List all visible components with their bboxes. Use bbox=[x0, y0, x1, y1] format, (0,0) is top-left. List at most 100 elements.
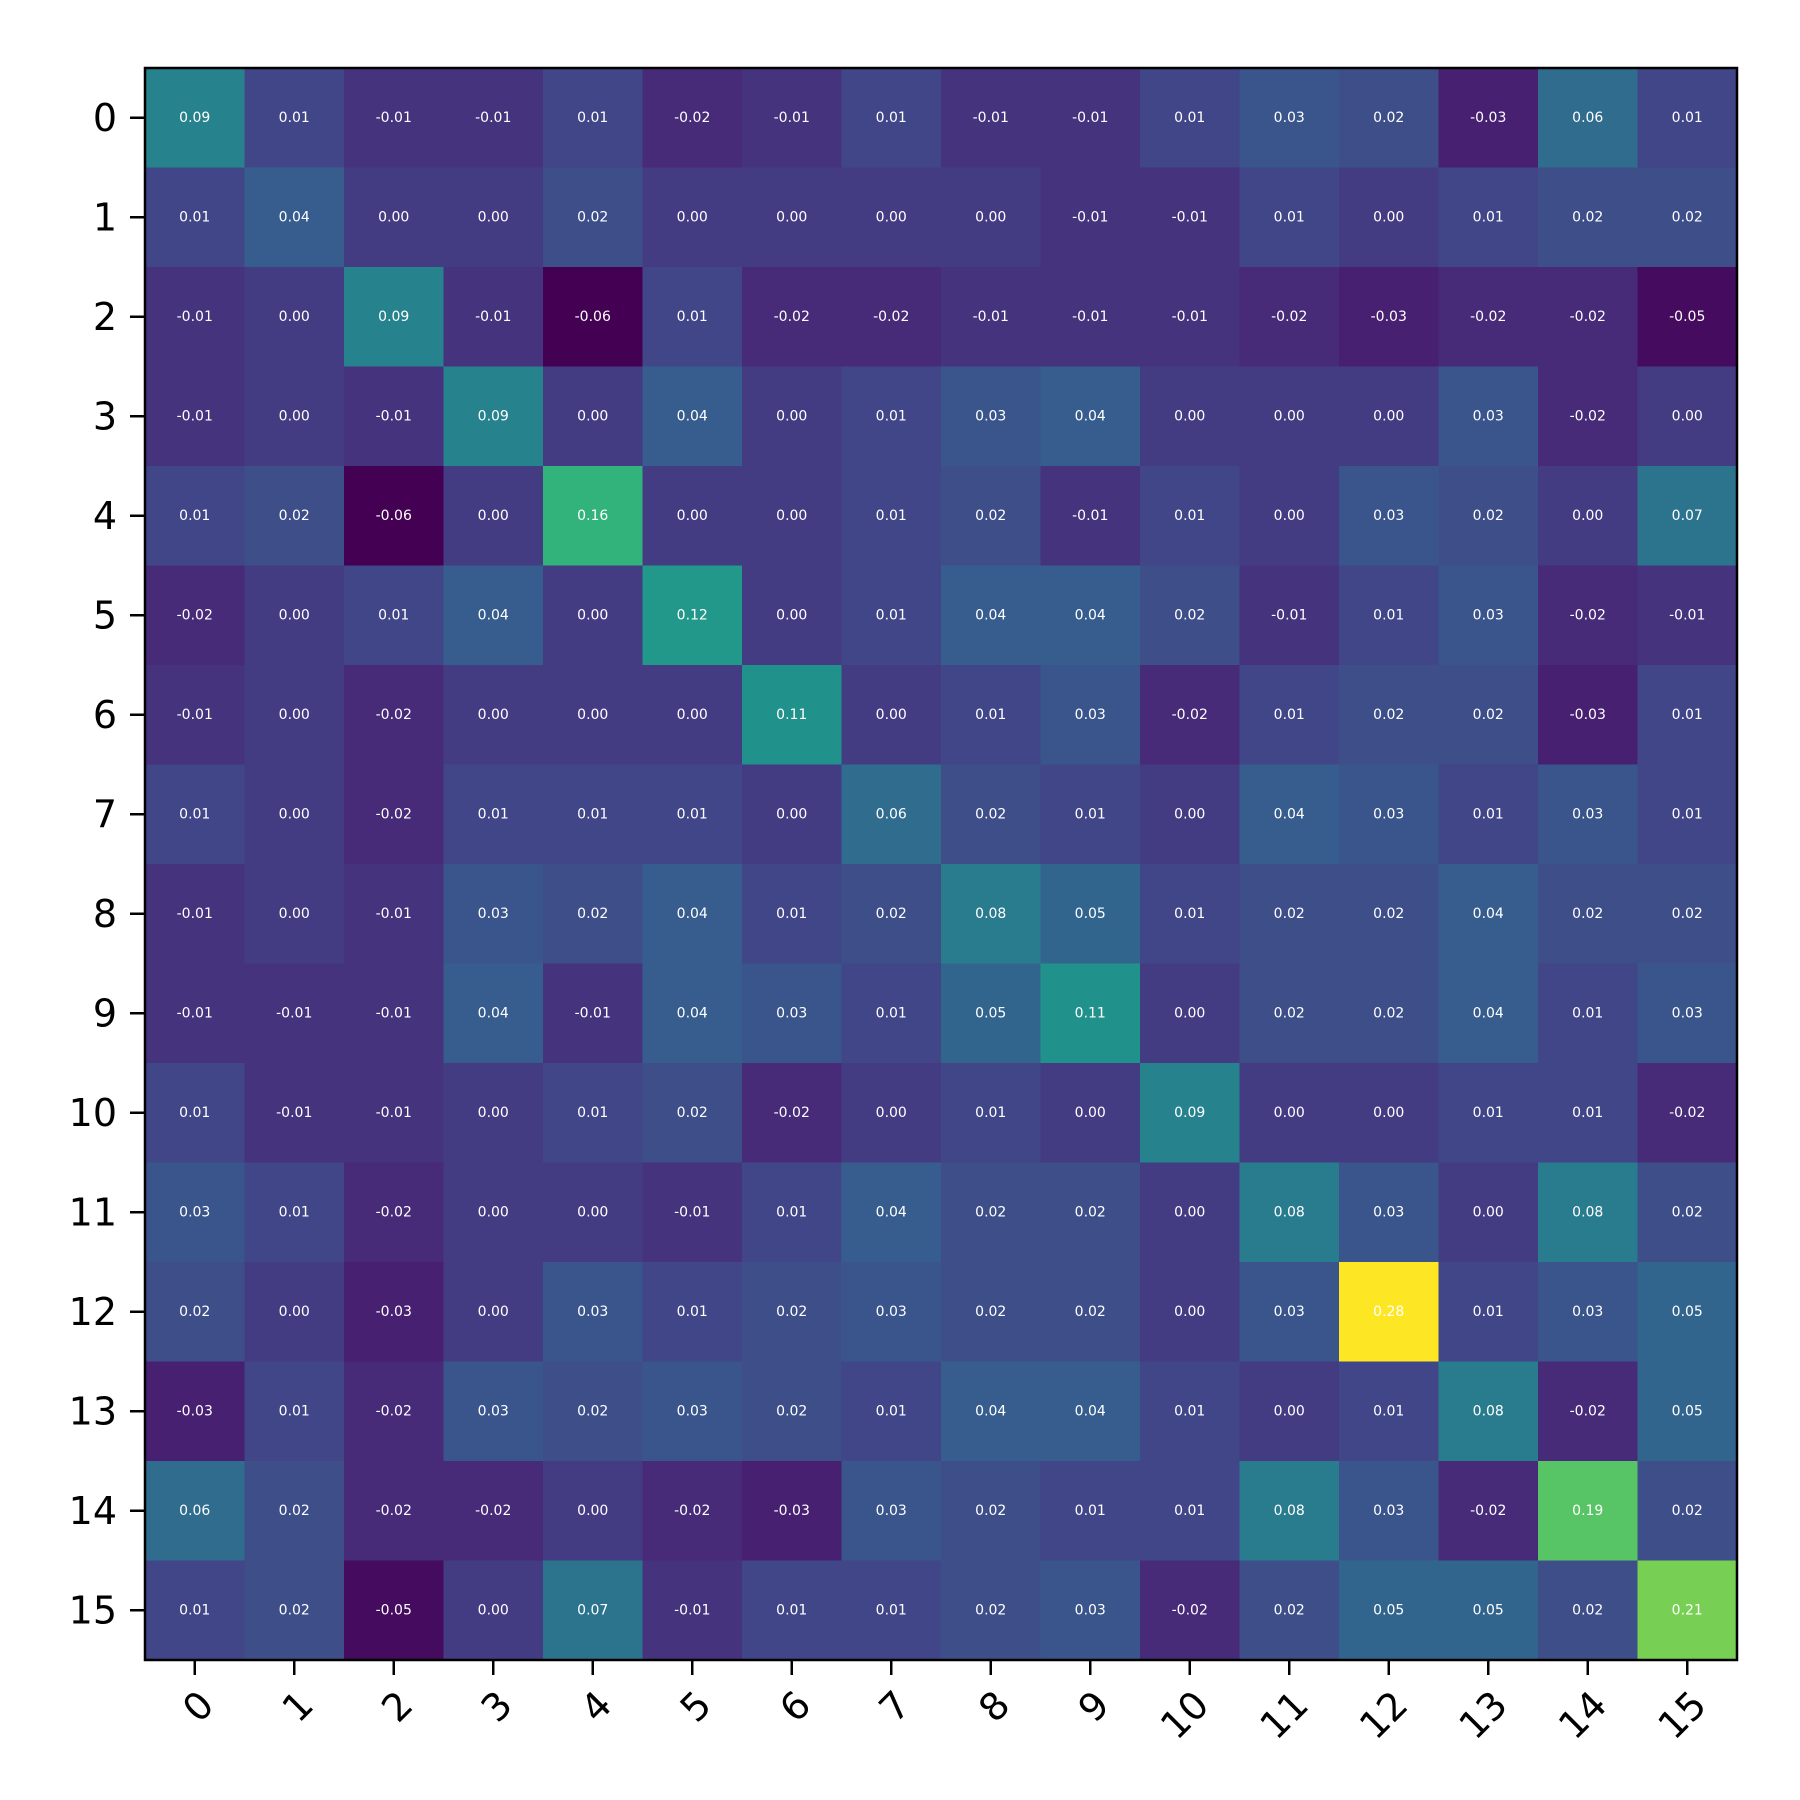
cell-value-label: -0.01 bbox=[475, 110, 511, 126]
heatmap-cell bbox=[1239, 1461, 1340, 1561]
cell-value-label: -0.01 bbox=[376, 408, 412, 424]
heatmap-cell bbox=[244, 167, 345, 268]
cell-value-label: -0.02 bbox=[376, 1204, 412, 1220]
cell-value-label: 0.02 bbox=[975, 508, 1006, 524]
cell-value-label: 0.00 bbox=[1473, 1204, 1504, 1220]
heatmap-cell bbox=[145, 366, 245, 467]
cell-value-label: -0.01 bbox=[177, 309, 213, 325]
cell-value-label: 0.01 bbox=[1373, 607, 1404, 623]
cell-value-label: 0.05 bbox=[1075, 906, 1106, 922]
cell-value-label: -0.01 bbox=[376, 1005, 412, 1021]
cell-value-label: 0.01 bbox=[776, 906, 807, 922]
heatmap-cell bbox=[1538, 1461, 1638, 1561]
heatmap-cell bbox=[1637, 963, 1738, 1064]
heatmap-cell bbox=[1637, 366, 1738, 467]
x-tick-label: 13 bbox=[1450, 1682, 1515, 1747]
heatmap-cell bbox=[543, 167, 643, 268]
cell-value-label: -0.03 bbox=[376, 1304, 412, 1320]
heatmap-cell bbox=[344, 1560, 444, 1661]
cell-value-label: 0.02 bbox=[1373, 110, 1404, 126]
cell-value-label: -0.02 bbox=[1570, 408, 1606, 424]
cell-value-label: 0.04 bbox=[1274, 806, 1305, 822]
heatmap-cell bbox=[742, 764, 842, 865]
cell-value-label: 0.06 bbox=[179, 1503, 210, 1519]
heatmap-cell bbox=[941, 167, 1041, 268]
cell-value-label: -0.01 bbox=[1669, 607, 1705, 623]
heatmap-cell bbox=[841, 1361, 942, 1462]
heatmap-cell bbox=[1438, 1461, 1539, 1561]
heatmap-cell bbox=[244, 864, 345, 964]
heatmap-cell bbox=[1538, 267, 1638, 367]
heatmap-cell bbox=[841, 1560, 942, 1661]
cell-value-label: 0.03 bbox=[776, 1005, 807, 1021]
cell-value-label: -0.02 bbox=[774, 309, 810, 325]
heatmap-cell bbox=[941, 466, 1041, 566]
heatmap-cell bbox=[1239, 466, 1340, 566]
heatmap-cell bbox=[1140, 167, 1240, 268]
cell-value-label: 0.02 bbox=[975, 1204, 1006, 1220]
cell-value-label: 0.01 bbox=[677, 806, 708, 822]
cell-value-label: 0.08 bbox=[1473, 1403, 1504, 1419]
cell-value-label: 0.01 bbox=[478, 806, 509, 822]
cell-value-label: 0.02 bbox=[1672, 906, 1703, 922]
y-tick-label: 1 bbox=[93, 195, 117, 239]
cell-value-label: 0.01 bbox=[1473, 1105, 1504, 1121]
cell-value-label: 0.03 bbox=[1373, 508, 1404, 524]
cell-value-label: -0.01 bbox=[276, 1105, 312, 1121]
cell-value-label: 0.00 bbox=[776, 508, 807, 524]
heatmap-cell bbox=[941, 267, 1041, 367]
heatmap-cell bbox=[1339, 1063, 1439, 1163]
cell-value-label: 0.02 bbox=[179, 1304, 210, 1320]
heatmap-cell bbox=[1140, 665, 1240, 765]
cell-value-label: 0.04 bbox=[279, 209, 310, 225]
heatmap-cell bbox=[145, 665, 245, 765]
cell-value-label: 0.02 bbox=[776, 1304, 807, 1320]
plot-frame bbox=[143, 66, 1739, 1662]
cell-value-label: 0.01 bbox=[378, 607, 409, 623]
cell-value-label: 0.04 bbox=[1075, 1403, 1106, 1419]
x-tick-label: 14 bbox=[1550, 1682, 1615, 1747]
cell-value-label: 0.02 bbox=[776, 1403, 807, 1419]
heatmap-cell bbox=[344, 864, 444, 964]
heatmap-cell bbox=[443, 466, 544, 566]
cell-value-label: -0.01 bbox=[177, 906, 213, 922]
cell-value-label: 0.03 bbox=[1672, 1005, 1703, 1021]
cell-value-label: -0.01 bbox=[973, 110, 1009, 126]
cell-value-label: -0.03 bbox=[1570, 707, 1606, 723]
cell-value-label: 0.02 bbox=[1274, 1602, 1305, 1618]
cell-value-label: 0.02 bbox=[1572, 906, 1603, 922]
cell-value-label: -0.02 bbox=[376, 806, 412, 822]
cell-value-label: 0.00 bbox=[1572, 508, 1603, 524]
heatmap-cell bbox=[145, 466, 245, 566]
cell-value-label: -0.03 bbox=[1470, 110, 1506, 126]
cell-value-label: 0.00 bbox=[279, 1304, 310, 1320]
cell-value-label: 0.01 bbox=[1373, 1403, 1404, 1419]
x-tick-label: 0 bbox=[174, 1682, 222, 1730]
cell-value-label: 0.03 bbox=[1572, 806, 1603, 822]
heatmap-cell bbox=[1140, 466, 1240, 566]
cell-value-label: 0.09 bbox=[179, 110, 210, 126]
cell-value-label: 0.04 bbox=[1075, 408, 1106, 424]
cell-value-label: 0.01 bbox=[1572, 1005, 1603, 1021]
heatmap-cell bbox=[1339, 963, 1439, 1064]
cell-value-label: 0.00 bbox=[478, 1602, 509, 1618]
cell-value-label: 0.03 bbox=[677, 1403, 708, 1419]
cell-value-label: 0.08 bbox=[1572, 1204, 1603, 1220]
heatmap-cell bbox=[841, 665, 942, 765]
heatmap-cell bbox=[1239, 1262, 1340, 1362]
cell-value-label: 0.01 bbox=[279, 110, 310, 126]
heatmap-cell bbox=[145, 1162, 245, 1263]
cell-value-label: 0.01 bbox=[876, 1005, 907, 1021]
cell-value-label: -0.02 bbox=[873, 309, 909, 325]
cell-value-label: -0.02 bbox=[1470, 1503, 1506, 1519]
cell-value-label: -0.01 bbox=[1072, 110, 1108, 126]
heatmap-cell bbox=[1239, 1361, 1340, 1462]
cell-value-label: 0.03 bbox=[179, 1204, 210, 1220]
heatmap-cell bbox=[941, 1361, 1041, 1462]
cell-value-label: 0.01 bbox=[1174, 508, 1205, 524]
cell-value-label: 0.04 bbox=[478, 607, 509, 623]
cell-value-label: -0.01 bbox=[674, 1602, 710, 1618]
cell-value-label: -0.01 bbox=[774, 110, 810, 126]
